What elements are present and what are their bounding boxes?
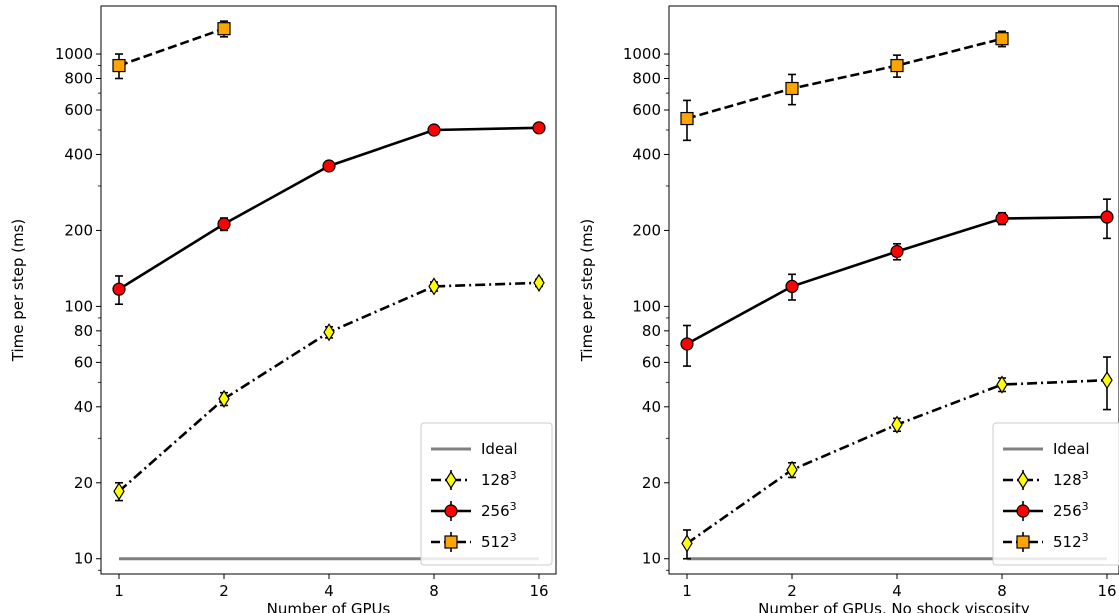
series-1 [113, 273, 545, 502]
series-line [118, 27, 225, 67]
legend-label: Ideal [481, 440, 518, 458]
y-tick-label: 1000 [55, 45, 93, 63]
y-tick-label: 10 [642, 550, 661, 568]
series-2 [680, 198, 1114, 367]
x-tick-label: 16 [1097, 582, 1116, 600]
x-tick-label: 8 [997, 582, 1007, 600]
x-tick-label: 4 [324, 582, 334, 600]
circle-marker [995, 211, 1009, 226]
y-tick-label: 100 [632, 297, 661, 315]
diamond-marker [786, 460, 798, 479]
y-tick-label: 600 [632, 101, 661, 119]
circle-marker [444, 504, 458, 518]
diamond-marker [996, 375, 1008, 394]
y-tick-label: 40 [74, 398, 93, 416]
x-tick-label: 16 [529, 582, 548, 600]
chart-panel-1: 1 2 4 8 16 10 20 40 60 80 100 200 400 600 800 1000 Numbe… [9, 5, 557, 613]
y-tick-label: 800 [632, 69, 661, 87]
circle-marker [427, 123, 441, 137]
y-tick-label: 60 [642, 353, 661, 371]
y-tick-label: 600 [64, 101, 93, 119]
y-tick-label: 40 [642, 398, 661, 416]
x-tick-label: 2 [787, 582, 797, 600]
square-marker [680, 111, 694, 126]
y-tick-label: 20 [74, 474, 93, 492]
legend-label: Ideal [1053, 440, 1090, 458]
series-3 [112, 20, 231, 80]
y-tick-label: 200 [64, 221, 93, 239]
square-marker [890, 58, 904, 73]
legend-label: 1283 [481, 469, 517, 489]
series-3 [680, 30, 1009, 142]
diamond-marker [1017, 470, 1029, 490]
y-tick-label: 400 [64, 145, 93, 163]
diamond-marker [445, 470, 457, 490]
diamond-marker [323, 323, 335, 342]
x-tick-label: 4 [892, 582, 902, 600]
x-tick-label: 8 [429, 582, 439, 600]
y-tick-label: 10 [74, 550, 93, 568]
legend-box [420, 422, 553, 566]
square-marker [217, 22, 231, 36]
x-tick-label: 1 [114, 582, 124, 600]
diamond-marker [681, 534, 693, 553]
series-line [686, 215, 1108, 346]
circle-marker [1100, 210, 1114, 224]
y-axis-label: Time per step (ms) [9, 219, 27, 363]
legend-label: 2563 [1053, 500, 1089, 520]
y-tick-label: 800 [64, 69, 93, 87]
square-marker [785, 81, 799, 96]
diamond-marker [113, 482, 125, 501]
diamond-marker [428, 277, 440, 296]
circle-marker [112, 282, 126, 296]
y-tick-label: 80 [642, 322, 661, 340]
circle-marker [532, 121, 546, 135]
diamond-marker [1101, 371, 1113, 390]
square-marker [112, 58, 126, 73]
y-tick-label: 400 [632, 145, 661, 163]
y-tick-label: 200 [632, 221, 661, 239]
square-marker [444, 535, 458, 549]
circle-marker [890, 244, 904, 259]
circle-marker [322, 159, 336, 173]
legend-label: 5123 [1053, 531, 1089, 551]
y-tick-label: 20 [642, 474, 661, 492]
x-axis-label: Number of GPUs, No shock viscosity [758, 600, 1030, 613]
series-1 [681, 356, 1113, 560]
series-line [118, 126, 540, 291]
square-marker [995, 32, 1009, 46]
y-tick-label: 1000 [623, 45, 661, 63]
legend-box [992, 422, 1119, 566]
y-tick-label: 80 [74, 322, 93, 340]
x-tick-label: 2 [219, 582, 229, 600]
y-tick-label: 100 [64, 297, 93, 315]
x-tick-label: 1 [682, 582, 692, 600]
diamond-marker [891, 415, 903, 434]
legend: Ideal 1283 2563 5123 [420, 422, 553, 566]
circle-marker [680, 337, 694, 351]
y-axis-label: Time per step (ms) [578, 219, 596, 363]
y-tick-label: 60 [74, 353, 93, 371]
diamond-marker [218, 389, 230, 409]
circle-marker [1016, 504, 1030, 518]
legend-label: 1283 [1053, 469, 1089, 489]
series-2 [112, 121, 546, 306]
square-marker [1016, 535, 1030, 549]
diamond-marker [533, 273, 545, 292]
series-line [686, 37, 1003, 120]
circle-marker [217, 217, 231, 231]
circle-marker [785, 279, 799, 294]
chart-panel-2: 1 2 4 8 16 10 20 40 60 80 100 200 400 600 800 1000 Numbe… [578, 5, 1119, 613]
legend-label: 2563 [481, 500, 517, 520]
legend-label: 5123 [481, 531, 517, 551]
plot-frame [668, 5, 1119, 575]
x-axis-label: Number of GPUs [267, 600, 391, 613]
legend: Ideal 1283 2563 5123 [992, 422, 1119, 566]
